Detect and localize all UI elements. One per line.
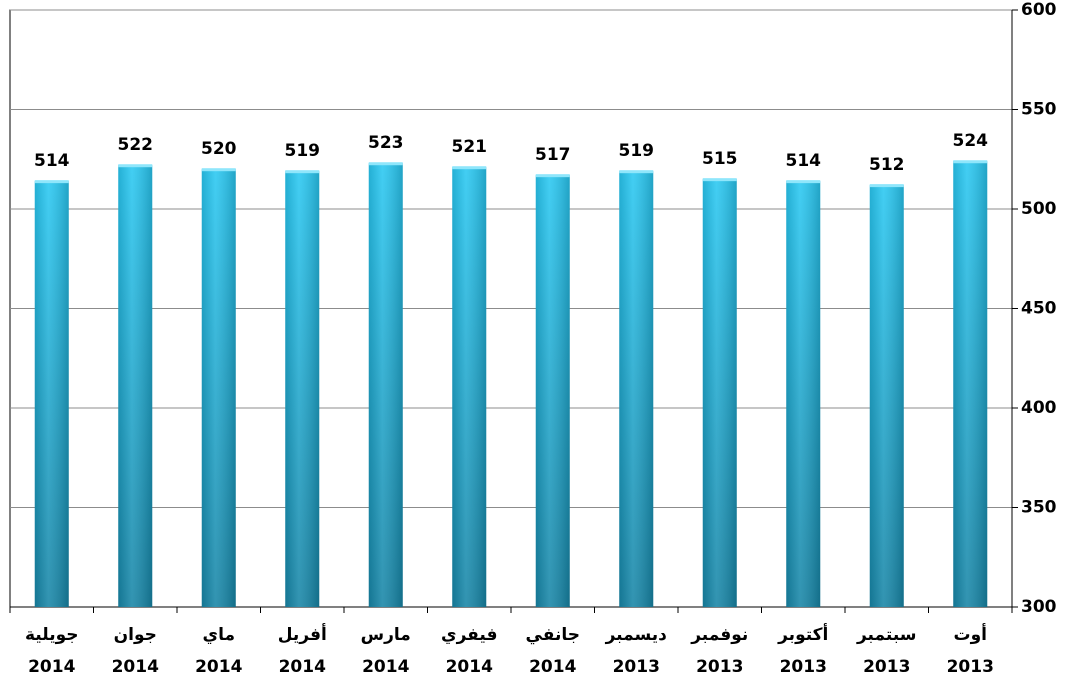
x-tick-label: مارس — [361, 625, 411, 645]
y-tick-label: 500 — [1021, 199, 1057, 219]
bar-top — [201, 168, 236, 172]
x-tick-label: جويلية — [25, 625, 78, 645]
bar-top — [535, 174, 570, 178]
y-tick-label: 400 — [1021, 398, 1057, 418]
data-label: 512 — [869, 155, 905, 175]
x-tick-label: نوفمبر — [690, 625, 748, 645]
x-tick-label-year: 2013 — [780, 657, 827, 677]
data-label: 517 — [535, 145, 571, 165]
bar-top — [452, 166, 487, 170]
bar-top — [619, 170, 654, 174]
x-tick-label: سبتمبر — [856, 625, 917, 645]
y-tick-label: 600 — [1021, 0, 1057, 20]
bar-sheen — [869, 185, 904, 607]
y-tick-label: 350 — [1021, 498, 1057, 518]
bar-sheen — [201, 169, 236, 607]
bar-top — [869, 184, 904, 188]
x-tick-label: جانفي — [526, 625, 580, 645]
data-label: 519 — [285, 141, 321, 161]
data-label: 523 — [368, 133, 404, 153]
x-tick-label-year: 2014 — [28, 657, 75, 677]
bar-top — [285, 170, 320, 174]
x-tick-label: أفريل — [278, 623, 327, 645]
x-tick-label: أوت — [954, 623, 987, 645]
x-tick-label-year: 2013 — [863, 657, 910, 677]
x-tick-label: ماي — [203, 625, 236, 645]
bar-sheen — [786, 181, 821, 607]
x-tick-label: فيفري — [441, 625, 497, 645]
bar-sheen — [34, 181, 69, 607]
bar-sheen — [535, 175, 570, 608]
x-tick-label: ديسمبر — [605, 625, 668, 645]
x-tick-label: أكتوبر — [777, 623, 828, 645]
x-tick-label-year: 2014 — [279, 657, 326, 677]
x-tick-label-year: 2014 — [446, 657, 493, 677]
y-tick-label: 450 — [1021, 299, 1057, 319]
bar-sheen — [118, 165, 153, 607]
bar-top — [368, 162, 403, 166]
bar-top — [702, 178, 737, 182]
bar-sheen — [452, 167, 487, 607]
y-tick-label: 300 — [1021, 597, 1057, 617]
data-label: 520 — [201, 139, 237, 159]
x-tick-label-year: 2014 — [112, 657, 159, 677]
y-tick-label: 550 — [1021, 100, 1057, 120]
x-tick-label-year: 2014 — [195, 657, 242, 677]
bar-sheen — [285, 171, 320, 607]
x-tick-label-year: 2013 — [947, 657, 994, 677]
x-tick-label-year: 2014 — [529, 657, 576, 677]
bar-sheen — [619, 171, 654, 607]
bar-top — [118, 164, 153, 168]
x-tick-label-year: 2013 — [613, 657, 660, 677]
bar-sheen — [953, 161, 988, 608]
x-tick-label: جوان — [114, 625, 157, 645]
x-tick-label-year: 2014 — [362, 657, 409, 677]
data-label: 514 — [786, 151, 822, 171]
data-label: 522 — [118, 135, 154, 155]
data-label: 521 — [452, 137, 488, 157]
data-label: 519 — [619, 141, 655, 161]
x-tick-label-year: 2013 — [696, 657, 743, 677]
bar-top — [34, 180, 69, 184]
bar-top — [953, 160, 988, 164]
bar-sheen — [368, 163, 403, 608]
data-label: 514 — [34, 151, 70, 171]
data-label: 515 — [702, 149, 738, 169]
data-label: 524 — [953, 131, 989, 151]
bar-top — [786, 180, 821, 184]
bar-sheen — [702, 179, 737, 607]
